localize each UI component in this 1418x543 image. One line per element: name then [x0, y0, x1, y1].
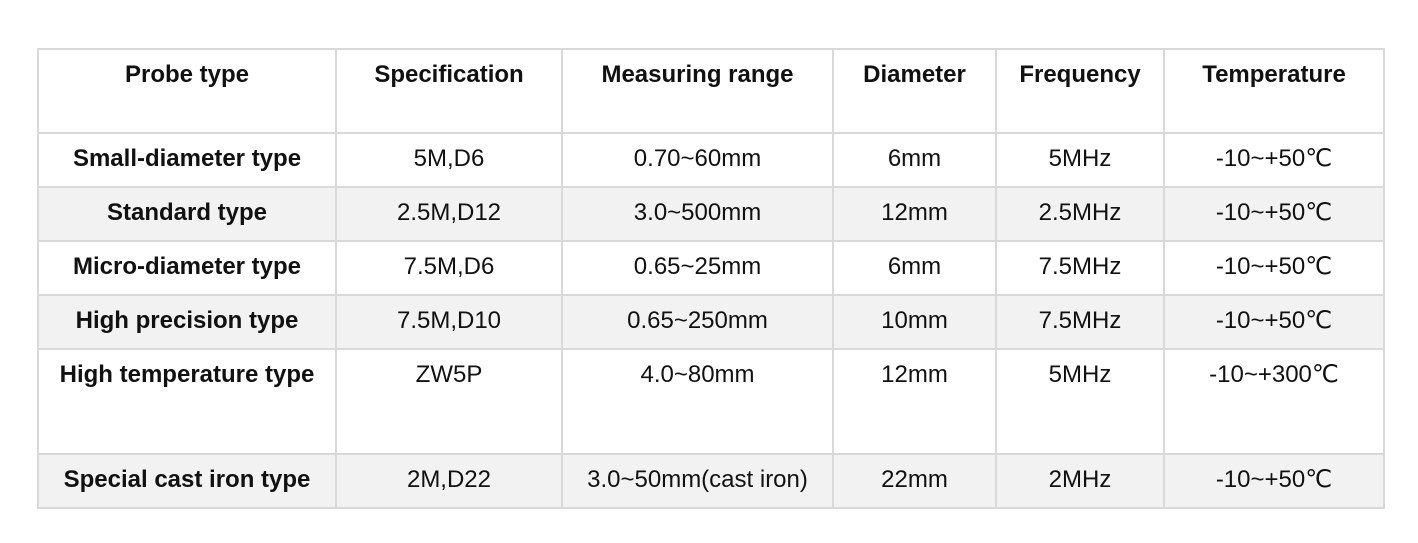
header-cell: Temperature [1163, 48, 1385, 134]
table-row: Special cast iron type 2M,D22 3.0~50mm(cas… [37, 453, 1385, 509]
table-cell: 0.65~25mm [561, 240, 834, 296]
table-cell: 6mm [832, 132, 997, 188]
table-row: Small-diameter type 5M,D6 0.70~60mm 6mm 5MHz… [37, 132, 1385, 188]
table-cell: Special cast iron type [37, 453, 337, 509]
table-cell: 7.5M,D10 [335, 294, 563, 350]
table-row: Micro-diameter type 7.5M,D6 0.65~25mm 6mm 7.… [37, 240, 1385, 296]
header-cell: Probe type [37, 48, 337, 134]
table-body: Small-diameter type 5M,D6 0.70~60mm 6mm 5MHz… [37, 132, 1385, 509]
table-cell: 2MHz [995, 453, 1165, 509]
table-cell: 12mm [832, 186, 997, 242]
table-cell: 2.5M,D12 [335, 186, 563, 242]
table-cell: 0.70~60mm [561, 132, 834, 188]
probe-table: Probe type Specification Measuring range Di… [37, 48, 1385, 509]
table-cell: 22mm [832, 453, 997, 509]
header-cell: Diameter [832, 48, 997, 134]
table-row: Standard type 2.5M,D12 3.0~500mm 12mm 2.5MHz… [37, 186, 1385, 242]
table-cell: 7.5MHz [995, 294, 1165, 350]
table-cell: 0.65~250mm [561, 294, 834, 350]
header-cell: Specification [335, 48, 563, 134]
table-cell: Small-diameter type [37, 132, 337, 188]
table-cell: Micro-diameter type [37, 240, 337, 296]
table-cell: -10~+300℃ [1163, 348, 1385, 455]
table-cell: 5M,D6 [335, 132, 563, 188]
table-cell: High temperature type [37, 348, 337, 455]
table-cell: 5MHz [995, 132, 1165, 188]
table-cell: -10~+50℃ [1163, 294, 1385, 350]
table-cell: -10~+50℃ [1163, 240, 1385, 296]
table-cell: 3.0~50mm(cast iron) [561, 453, 834, 509]
table-cell: 3.0~500mm [561, 186, 834, 242]
table-cell: 6mm [832, 240, 997, 296]
table-cell: 12mm [832, 348, 997, 455]
table-cell: ZW5P [335, 348, 563, 455]
table-cell: 4.0~80mm [561, 348, 834, 455]
table-cell: 2.5MHz [995, 186, 1165, 242]
header-cell: Frequency [995, 48, 1165, 134]
table-row: High temperature type ZW5P 4.0~80mm 12mm 5MH… [37, 348, 1385, 455]
header-row: Probe type Specification Measuring range Di… [37, 48, 1385, 134]
table-cell: -10~+50℃ [1163, 132, 1385, 188]
table-cell: High precision type [37, 294, 337, 350]
header-cell: Measuring range [561, 48, 834, 134]
table-cell: Standard type [37, 186, 337, 242]
table-cell: 10mm [832, 294, 997, 350]
table-cell: -10~+50℃ [1163, 453, 1385, 509]
table-cell: -10~+50℃ [1163, 186, 1385, 242]
table-cell: 7.5M,D6 [335, 240, 563, 296]
table-row: High precision type 7.5M,D10 0.65~250mm 10m… [37, 294, 1385, 350]
table-cell: 7.5MHz [995, 240, 1165, 296]
table-cell: 2M,D22 [335, 453, 563, 509]
table-cell: 5MHz [995, 348, 1165, 455]
